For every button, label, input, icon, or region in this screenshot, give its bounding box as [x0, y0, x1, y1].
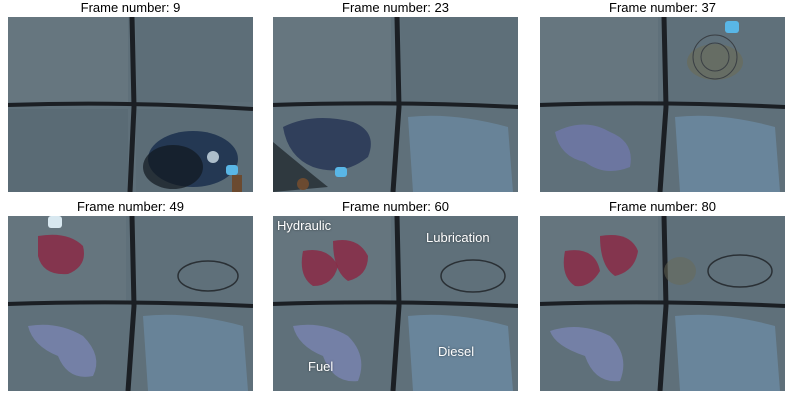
frame-caption: Frame number: 9: [80, 0, 181, 15]
frame-caption: Frame number: 60: [342, 199, 449, 214]
label-diesel: Diesel: [438, 344, 475, 359]
aerial-photo: [273, 17, 518, 192]
label-lubrication: Lubrication: [426, 230, 490, 245]
label-fuel: Fuel: [308, 359, 334, 374]
aerial-photo: [8, 216, 253, 391]
aerial-photo: [8, 17, 253, 192]
frame-caption: Frame number: 37: [609, 0, 716, 15]
frame-caption: Frame number: 49: [77, 199, 184, 214]
aerial-photo: [540, 17, 785, 192]
aerial-photo: Hydraulic Lubrication Fuel Diesel: [273, 216, 518, 391]
frame-caption: Frame number: 23: [342, 0, 449, 15]
frame-caption: Frame number: 80: [609, 199, 716, 214]
aerial-photo: [540, 216, 785, 391]
label-hydraulic: Hydraulic: [277, 218, 332, 233]
